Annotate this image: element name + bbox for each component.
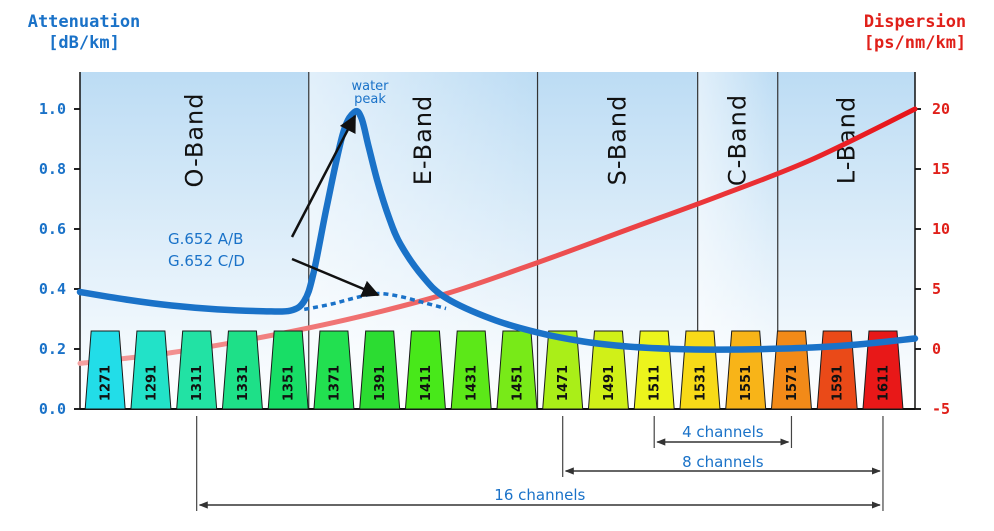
water-peak-label-line1: water xyxy=(351,79,389,94)
channel-1331 xyxy=(221,330,263,410)
span-label: 16 channels xyxy=(494,486,585,504)
channel-1411 xyxy=(404,330,446,410)
channel-label: 1411 xyxy=(419,365,434,401)
left-tick-label: 0.4 xyxy=(39,280,66,298)
channel-1351 xyxy=(267,330,309,410)
span-label: 4 channels xyxy=(682,423,764,441)
right-tick-label: 20 xyxy=(932,100,950,118)
channel-label: 1491 xyxy=(602,365,617,401)
channel-label: 1451 xyxy=(510,365,525,401)
water-peak-label-line2: peak xyxy=(354,92,386,107)
band-label: E-Band xyxy=(409,95,437,186)
channel-label: 1611 xyxy=(876,365,891,401)
channel-label: 1351 xyxy=(282,365,297,401)
channel-label: 1391 xyxy=(373,365,388,401)
left-tick-label: 0.6 xyxy=(39,220,66,238)
channel-1431 xyxy=(450,330,492,410)
left-tick-label: 0.0 xyxy=(39,400,66,418)
dispersion-curve xyxy=(77,106,918,366)
left-axis-title: Attenuation [dB/km] xyxy=(20,12,148,54)
channel-label: 1311 xyxy=(190,365,205,401)
channel-1291 xyxy=(130,330,172,410)
channel-label: 1531 xyxy=(693,365,708,401)
right-tick-label: 15 xyxy=(932,160,950,178)
channel-1271 xyxy=(84,330,126,410)
channel-1491 xyxy=(587,330,629,410)
left-tick-label: 0.8 xyxy=(39,160,66,178)
right-axis-title-line2: [ps/nm/km] xyxy=(863,33,967,53)
band-label: C-Band xyxy=(724,94,752,186)
channel-1591 xyxy=(816,330,858,410)
channel-1311 xyxy=(176,330,218,410)
left-axis-title-line2: [dB/km] xyxy=(48,33,120,53)
channel-label: 1591 xyxy=(831,365,846,401)
channel-1611 xyxy=(862,330,904,410)
g652cd-arrow xyxy=(291,257,380,297)
channel-label: 1551 xyxy=(739,365,754,401)
channel-label: 1291 xyxy=(144,365,159,401)
right-tick-label: 5 xyxy=(932,280,941,298)
channel-label: 1471 xyxy=(556,365,571,401)
channel-label: 1511 xyxy=(648,365,663,401)
g652ab-label: G.652 A/B xyxy=(168,230,243,248)
channel-1371 xyxy=(313,330,355,410)
left-tick-label: 1.0 xyxy=(39,100,66,118)
channel-1471 xyxy=(542,330,584,410)
right-tick-label: -5 xyxy=(932,400,950,418)
span-label: 8 channels xyxy=(682,453,764,471)
channel-label: 1371 xyxy=(327,365,342,401)
right-tick-label: 10 xyxy=(932,220,950,238)
band-label: S-Band xyxy=(604,95,632,186)
band-label: O-Band xyxy=(180,93,208,188)
channel-1391 xyxy=(359,330,401,410)
left-tick-label: 0.2 xyxy=(39,340,66,358)
channel-label: 1271 xyxy=(99,365,114,401)
channel-label: 1431 xyxy=(465,365,480,401)
channel-label: 1331 xyxy=(236,365,251,401)
attenuation-curve-g652ab xyxy=(76,107,919,353)
channel-label: 1571 xyxy=(785,365,800,401)
g652ab-arrow xyxy=(290,114,357,238)
right-tick-label: 0 xyxy=(932,340,941,358)
right-axis-title: Dispersion [ps/nm/km] xyxy=(856,12,974,54)
left-axis-title-line1: Attenuation xyxy=(27,12,141,32)
right-axis-title-line1: Dispersion xyxy=(863,12,967,32)
g652cd-label: G.652 C/D xyxy=(168,252,245,270)
